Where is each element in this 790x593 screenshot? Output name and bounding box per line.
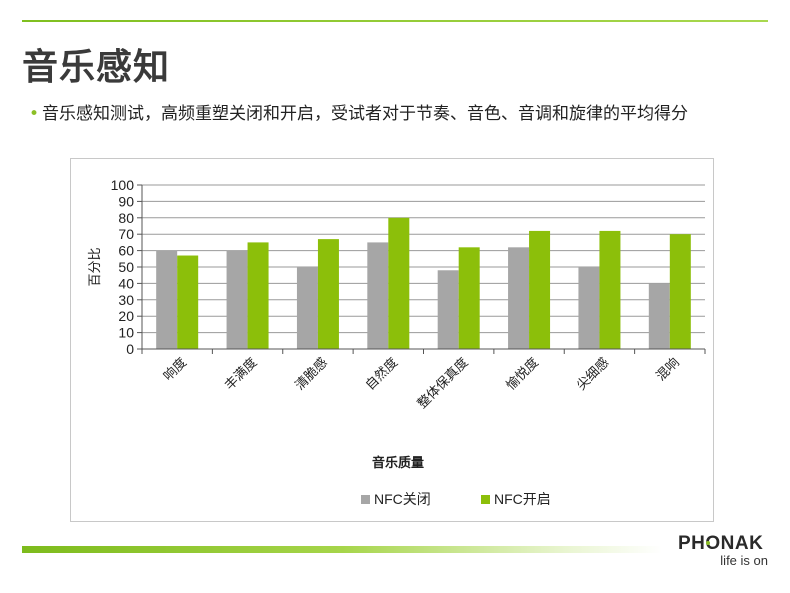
y-tick-label: 30 xyxy=(118,292,134,308)
x-tick-label: 丰满度 xyxy=(221,355,260,394)
bar-nfc-off xyxy=(508,247,530,349)
y-tick-label: 50 xyxy=(118,259,134,275)
chart-container: 0 10 20 30 40 50 60 70 80 90 100 响度 丰满度 清脆感 自然度 整体保真度 愉悦… xyxy=(70,158,714,522)
bar-nfc-off xyxy=(648,283,670,349)
bar-nfc-on xyxy=(177,255,199,349)
gridlines xyxy=(142,184,705,350)
x-tick-label: 整体保真度 xyxy=(414,355,471,412)
bar-nfc-off xyxy=(578,267,600,349)
legend-swatch xyxy=(361,495,370,504)
bar-nfc-on xyxy=(669,234,691,349)
bottom-divider xyxy=(22,546,662,553)
y-tick-label: 70 xyxy=(118,226,134,242)
y-tick-label: 0 xyxy=(126,341,134,357)
bar-nfc-on xyxy=(317,239,339,349)
legend-swatch xyxy=(481,495,490,504)
brand-name: PHONAK xyxy=(678,533,764,554)
bar-nfc-off xyxy=(226,250,248,349)
brand-tagline: life is on xyxy=(720,553,768,568)
legend-label: NFC关闭 xyxy=(374,491,431,507)
bar-nfc-on xyxy=(529,230,551,349)
y-tick-label: 80 xyxy=(118,210,134,226)
logo-dot-icon xyxy=(706,541,710,545)
x-axis-title: 音乐质量 xyxy=(372,455,424,471)
bar-nfc-off xyxy=(367,242,389,349)
top-divider xyxy=(22,20,768,22)
bullet-item: • 音乐感知测试，高频重塑关闭和开启，受试者对于节奏、音色、音调和旋律的平均得分 xyxy=(29,102,762,126)
bar-nfc-on xyxy=(388,217,410,349)
y-tick-label: 10 xyxy=(118,325,134,341)
y-axis-title: 百分比 xyxy=(88,247,103,286)
bullet-text: 音乐感知测试，高频重塑关闭和开启，受试者对于节奏、音色、音调和旋律的平均得分 xyxy=(42,104,688,124)
x-tick-label: 响度 xyxy=(160,355,190,385)
bar-nfc-off xyxy=(156,250,178,349)
x-tick-label: 愉悦度 xyxy=(503,355,542,394)
bar-nfc-off xyxy=(437,270,459,349)
phonak-logo: PHONAK life is on xyxy=(678,534,770,568)
legend-label: NFC开启 xyxy=(494,491,551,507)
x-tick-label: 自然度 xyxy=(362,355,401,394)
legend: NFC关闭 NFC开启 xyxy=(361,491,551,507)
x-tick-label: 混响 xyxy=(653,355,683,385)
y-tick-label: 100 xyxy=(111,177,135,193)
bar-nfc-off xyxy=(296,267,318,349)
slide-title: 音乐感知 xyxy=(22,47,171,88)
bars xyxy=(156,217,691,349)
x-tick-label: 尖细感 xyxy=(573,355,612,394)
bar-nfc-on xyxy=(599,230,621,349)
y-tick-label: 40 xyxy=(118,275,134,291)
bullet-dot-icon: • xyxy=(29,104,40,124)
y-tick-label: 90 xyxy=(118,193,134,209)
x-tick-label: 清脆感 xyxy=(292,355,331,394)
y-tick-label: 20 xyxy=(118,308,134,324)
y-tick-label: 60 xyxy=(118,243,134,259)
bar-nfc-on xyxy=(247,242,269,349)
axes xyxy=(137,184,706,354)
bar-nfc-on xyxy=(458,247,480,349)
